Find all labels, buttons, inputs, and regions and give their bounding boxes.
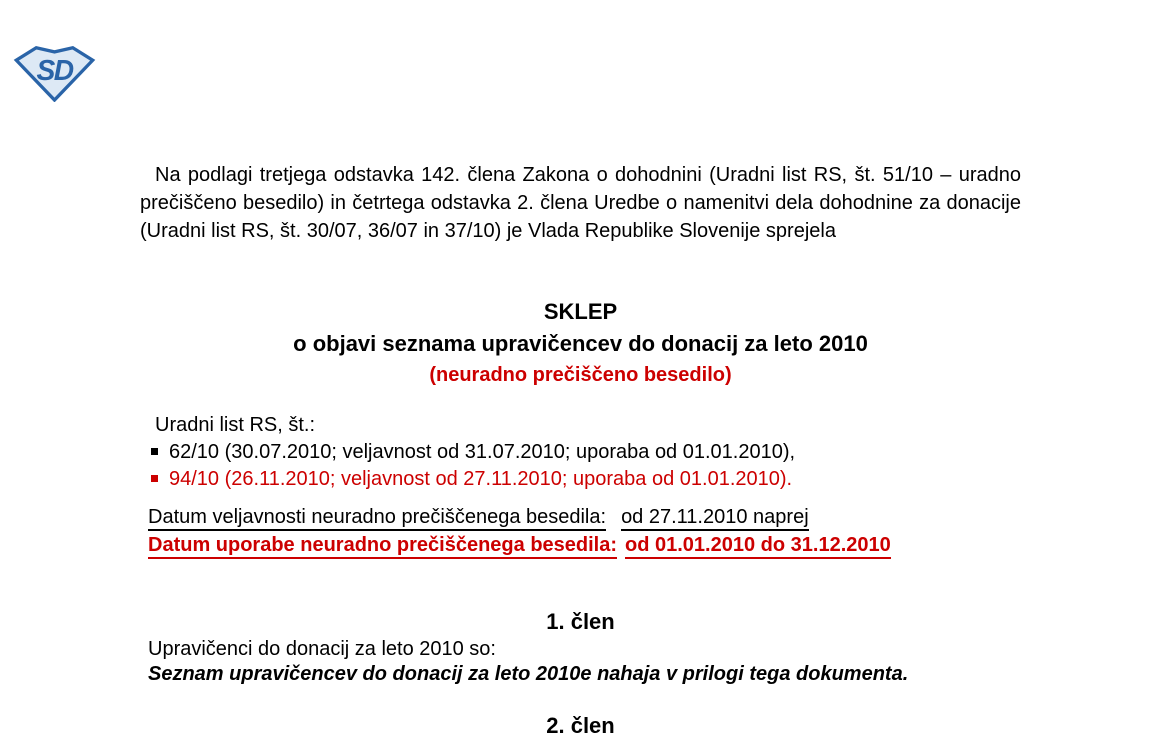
title-unofficial-note: (neuradno prečiščeno besedilo) (429, 364, 732, 386)
application-date-value: od 01.01.2010 do 31.12.2010 (625, 534, 891, 559)
gazette-item-text: 94/10 (26.11.2010; veljavnost od 27.11.2… (169, 468, 793, 490)
title-block: SKLEP o objavi seznama upravičencev do d… (140, 296, 1021, 391)
validity-section: Datum veljavnosti neuradno prečiščenega … (148, 503, 1021, 559)
sd-logo: SD (13, 45, 96, 102)
application-date-label: Datum uporabe neuradno prečiščenega bese… (148, 534, 618, 559)
article-1-body: Upravičenci do donacij za leto 2010 so: (148, 638, 496, 660)
sd-shield-icon: SD (13, 45, 96, 102)
application-date-line: Datum uporabe neuradno prečiščenega bese… (148, 531, 1021, 559)
square-bullet-icon (151, 448, 158, 455)
logo-letters: SD (37, 54, 74, 86)
gazette-item: 94/10 (26.11.2010; veljavnost od 27.11.2… (151, 466, 1021, 493)
document-title: SKLEP (543, 299, 618, 324)
intro-paragraph: Na podlagi tretjega odstavka 142. člena … (140, 164, 1021, 242)
gazette-heading: Uradni list RS, št.: (155, 414, 316, 436)
validity-date-line: Datum veljavnosti neuradno prečiščenega … (148, 503, 1021, 531)
article-2-heading: 2. člen (546, 713, 615, 738)
gazette-item-text: 62/10 (30.07.2010; veljavnost od 31.07.2… (169, 441, 796, 463)
article-1-note: Seznam upravičencev do donacij za leto 2… (148, 663, 909, 685)
validity-date-label: Datum veljavnosti neuradno prečiščenega … (148, 506, 607, 531)
gazette-item: 62/10 (30.07.2010; veljavnost od 31.07.2… (151, 439, 1021, 466)
validity-date-value: od 27.11.2010 naprej (621, 506, 809, 531)
square-bullet-icon (151, 475, 158, 482)
gazette-section: Uradni list RS, št.: 62/10 (30.07.2010; … (151, 412, 1021, 493)
article-1-heading: 1. člen (546, 609, 615, 634)
document-subtitle: o objavi seznama upravičencev do donacij… (293, 331, 868, 356)
